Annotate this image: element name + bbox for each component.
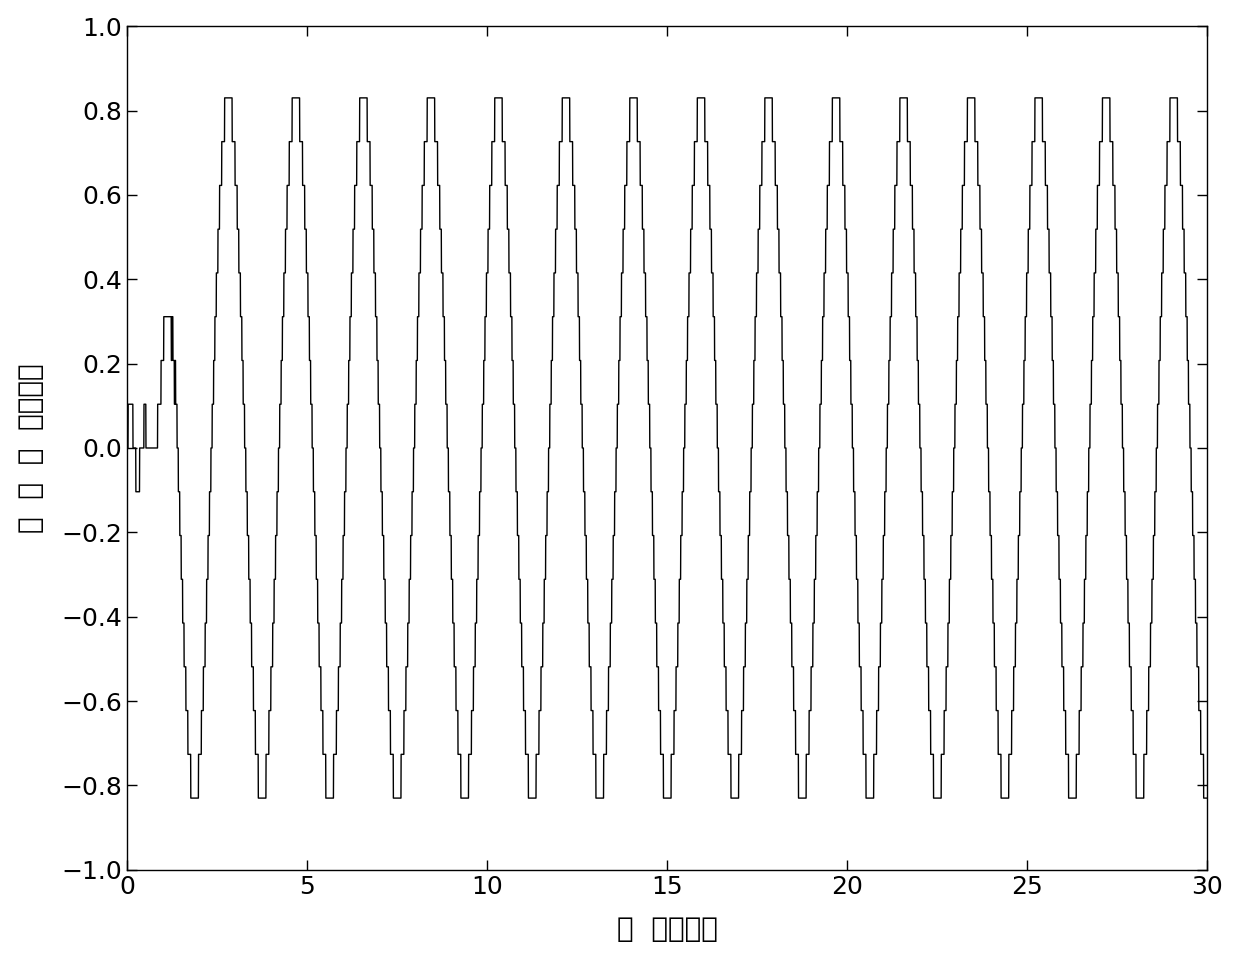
X-axis label: 时  间（秒）: 时 间（秒）: [616, 915, 718, 944]
Y-axis label: 控  制  输  入（伏）: 控 制 输 入（伏）: [16, 363, 45, 533]
